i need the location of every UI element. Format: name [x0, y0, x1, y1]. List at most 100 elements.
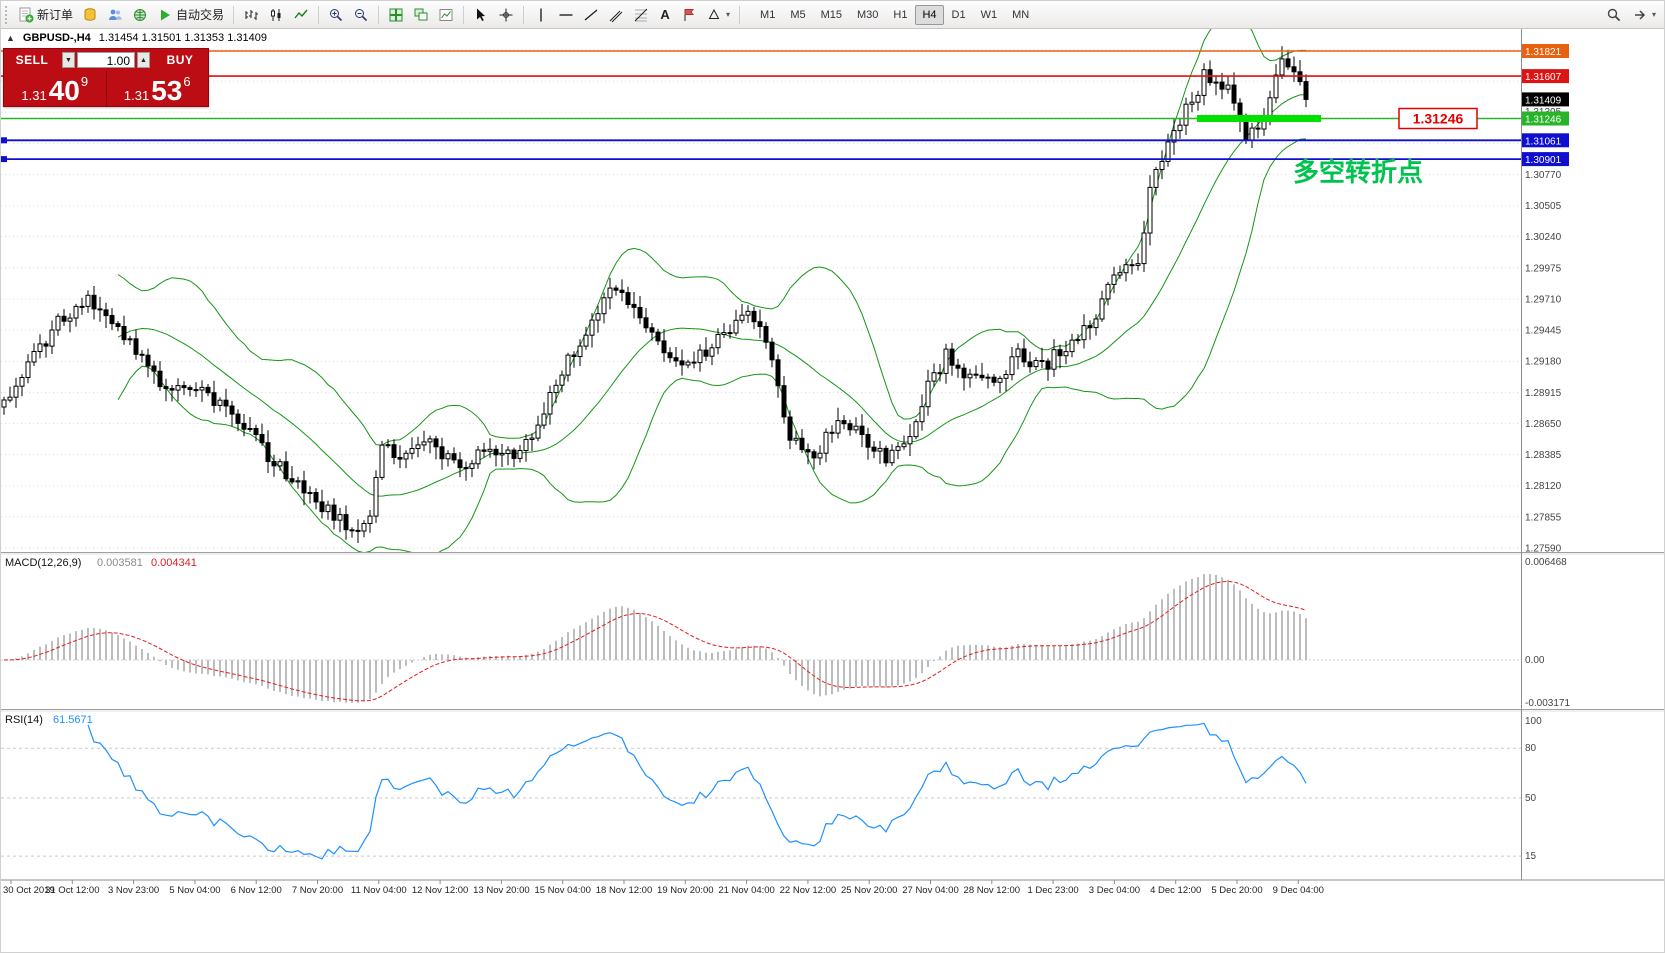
- chart-annotations[interactable]: 多空转折点 1.31246: [1293, 107, 1478, 188]
- macd-panel: [1, 574, 1521, 703]
- svg-text:1.29710: 1.29710: [1525, 295, 1562, 306]
- chart-area: 1.313051.307701.305051.302401.299751.297…: [1, 29, 1665, 953]
- sell-button[interactable]: SELL: [6, 53, 58, 67]
- price-chart-canvas[interactable]: 1.313051.307701.305051.302401.299751.297…: [1, 29, 1665, 953]
- volume-control: ▼ 1.00 ▲: [60, 52, 152, 68]
- contacts-button[interactable]: [103, 4, 127, 26]
- label-tool-button[interactable]: [677, 4, 701, 26]
- toolbar-right-group: ▾: [1602, 4, 1660, 26]
- candle-chart-button[interactable]: [264, 4, 288, 26]
- text-tool-button[interactable]: A: [654, 4, 676, 26]
- fibonacci-tool-button[interactable]: [629, 4, 653, 26]
- crosshair-button[interactable]: [494, 4, 518, 26]
- bollinger-upper: [117, 29, 1307, 446]
- zoom-out-icon: [355, 8, 368, 21]
- vertical-line-icon: [540, 8, 542, 21]
- timeframe-h4-button[interactable]: H4: [915, 4, 944, 25]
- timeframe-toolbar: M1 M5 M15 M30 H1 H4 D1 W1 MN: [753, 4, 1036, 25]
- timeframe-d1-button[interactable]: D1: [945, 5, 973, 25]
- auto-trading-button[interactable]: 自动交易: [153, 4, 228, 26]
- one-click-trading-panel: SELL ▼ 1.00 ▲ BUY 1.31 40 9 1.31 53 6: [3, 48, 209, 107]
- community-button[interactable]: [128, 4, 152, 26]
- last-price-badge: [1522, 92, 1569, 107]
- svg-text:15: 15: [1525, 851, 1537, 862]
- timeframe-m1-button[interactable]: M1: [753, 5, 782, 25]
- sell-price-big: 40: [48, 75, 80, 107]
- one-click-panel-toggle-icon[interactable]: ▲: [6, 33, 15, 43]
- price-axis[interactable]: 1.313051.307701.305051.302401.299751.297…: [1525, 107, 1570, 862]
- channel-tool-button[interactable]: [604, 4, 628, 26]
- svg-text:21 Nov 04:00: 21 Nov 04:00: [718, 885, 775, 896]
- buy-price-big: 53: [151, 75, 183, 107]
- timeframe-mn-button[interactable]: MN: [1005, 5, 1036, 25]
- horizontal-line-tool-button[interactable]: [554, 4, 578, 26]
- buy-button[interactable]: BUY: [154, 53, 206, 67]
- svg-text:1.29975: 1.29975: [1525, 263, 1562, 274]
- buy-price-button[interactable]: 1.31 53 6: [107, 71, 209, 106]
- cascade-windows-button[interactable]: [409, 4, 433, 26]
- vertical-line-tool-button[interactable]: [529, 4, 553, 26]
- svg-text:1.28915: 1.28915: [1525, 388, 1562, 399]
- zoom-in-button[interactable]: [324, 4, 348, 26]
- history-center-button[interactable]: [78, 4, 102, 26]
- trendline-icon: [584, 8, 598, 21]
- one-click-price-row: 1.31 40 9 1.31 53 6: [4, 71, 208, 106]
- shapes-tool-button[interactable]: ▾: [702, 4, 734, 26]
- auto-trading-play-icon: [161, 9, 171, 20]
- scroll-to-end-button[interactable]: ▾: [1628, 4, 1660, 26]
- zoom-out-button[interactable]: [349, 4, 373, 26]
- panel-divider[interactable]: [1, 552, 1665, 556]
- svg-text:1.31061: 1.31061: [1525, 136, 1562, 147]
- price-tag-text: 1.31246: [1413, 111, 1464, 127]
- label-flag-icon: [684, 8, 695, 21]
- line-chart-button[interactable]: [289, 4, 313, 26]
- trendline-tool-button[interactable]: [579, 4, 603, 26]
- cursor-icon: [477, 8, 486, 21]
- timeframe-w1-button[interactable]: W1: [974, 5, 1005, 25]
- volume-up-button[interactable]: ▲: [137, 52, 150, 68]
- bar-chart-button[interactable]: [239, 4, 263, 26]
- pointer-arrow-icon: [1634, 9, 1646, 20]
- panel-divider[interactable]: [1, 709, 1665, 713]
- sell-price-button[interactable]: 1.31 40 9: [4, 71, 107, 106]
- toolbar-grip[interactable]: [5, 5, 10, 24]
- new-order-label: 新订单: [37, 8, 74, 22]
- svg-text:5 Dec 20:00: 5 Dec 20:00: [1211, 885, 1262, 896]
- tile-windows-button[interactable]: [384, 4, 408, 26]
- svg-text:RSI(14): RSI(14): [5, 714, 43, 726]
- bar-chart-icon: [245, 9, 259, 20]
- volume-input[interactable]: 1.00: [77, 52, 135, 68]
- toolbar-separator: [739, 5, 741, 24]
- channel-icon: [609, 10, 623, 22]
- svg-text:7 Nov 20:00: 7 Nov 20:00: [292, 885, 343, 896]
- svg-text:13 Nov 20:00: 13 Nov 20:00: [473, 885, 530, 896]
- sell-price-sup: 9: [80, 74, 89, 89]
- timeframe-m5-button[interactable]: M5: [783, 5, 812, 25]
- svg-text:1.28650: 1.28650: [1525, 419, 1562, 430]
- timeframe-m30-button[interactable]: M30: [850, 5, 885, 25]
- volume-down-button[interactable]: ▼: [62, 52, 75, 68]
- svg-text:1.30240: 1.30240: [1525, 232, 1562, 243]
- svg-text:1.29180: 1.29180: [1525, 357, 1562, 368]
- buy-price-sup: 6: [183, 74, 191, 89]
- one-click-top-row: SELL ▼ 1.00 ▲ BUY: [4, 49, 208, 71]
- history-center-icon: [84, 7, 96, 21]
- cursor-button[interactable]: [469, 4, 493, 26]
- new-order-button[interactable]: 新订单: [14, 4, 77, 26]
- svg-text:15 Nov 04:00: 15 Nov 04:00: [534, 885, 591, 896]
- svg-text:1.31409: 1.31409: [1525, 95, 1562, 106]
- horizontal-level-lines[interactable]: 1.318211.316071.312461.310611.309011.314…: [1, 44, 1569, 167]
- community-globe-icon: [134, 8, 147, 21]
- timeframe-m15-button[interactable]: M15: [814, 5, 849, 25]
- svg-text:1.28385: 1.28385: [1525, 450, 1562, 461]
- new-chart-button[interactable]: [434, 4, 458, 26]
- svg-text:22 Nov 12:00: 22 Nov 12:00: [780, 885, 837, 896]
- toolbar-separator: [523, 5, 525, 24]
- svg-text:100: 100: [1525, 716, 1542, 727]
- support-zone-bar: [1197, 115, 1321, 122]
- zoom-in-icon: [330, 8, 343, 21]
- timeframe-h1-button[interactable]: H1: [886, 5, 914, 25]
- search-button[interactable]: [1602, 4, 1626, 26]
